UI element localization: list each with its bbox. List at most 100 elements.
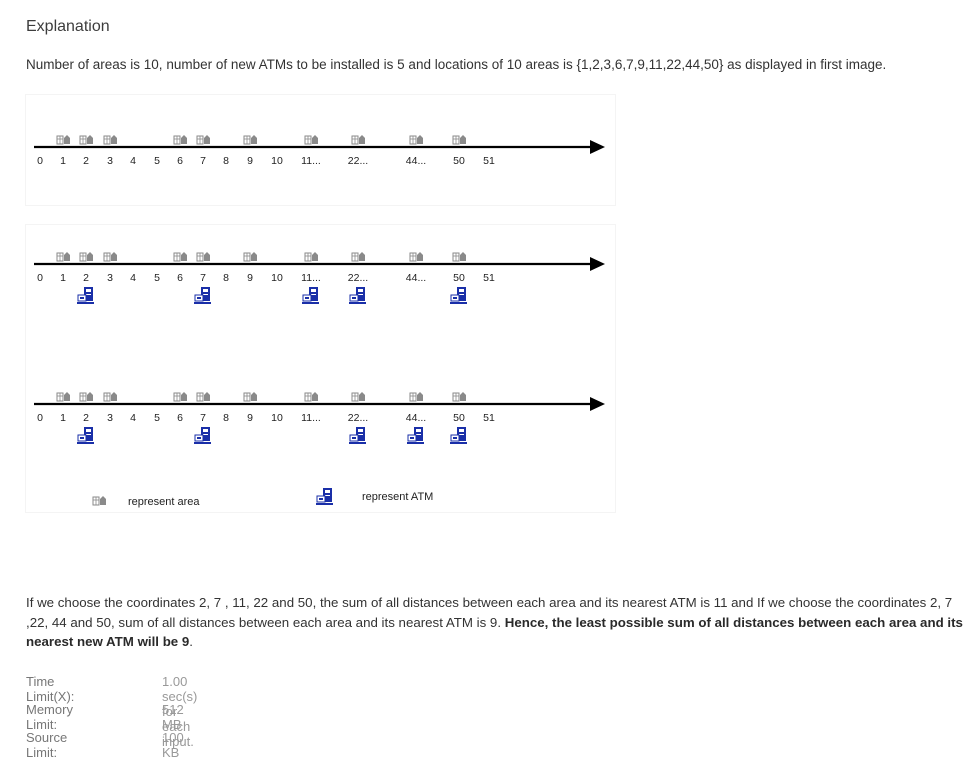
tick-label: 3	[107, 155, 113, 167]
time-limit-value: 1.00 sec(s) for each input.	[162, 674, 198, 749]
tick-label: 5	[154, 272, 160, 284]
atm-icon	[76, 426, 95, 445]
tick-label: 22...	[348, 272, 368, 284]
arrow-head-icon	[590, 140, 605, 154]
tick-label: 8	[223, 155, 229, 167]
tick-label: 0	[37, 412, 43, 424]
tick-label: 22...	[348, 412, 368, 424]
tick-label: 0	[37, 272, 43, 284]
tick-label: 44...	[406, 412, 426, 424]
building-icon	[92, 495, 107, 506]
explanation-paragraph: If we choose the coordinates 2, 7 , 11, …	[26, 593, 971, 652]
tick-label: 5	[154, 155, 160, 167]
tick-label: 10	[271, 155, 283, 167]
tick-label: 8	[223, 412, 229, 424]
tick-label: 1	[60, 155, 66, 167]
section-heading: Explanation	[26, 18, 110, 35]
tick-label: 3	[107, 412, 113, 424]
tick-label: 11...	[301, 272, 321, 284]
tick-label: 10	[271, 272, 283, 284]
tick-label: 1	[60, 272, 66, 284]
legend-area-label: represent area	[128, 496, 200, 508]
memory-limit-label: Memory Limit:	[26, 702, 73, 732]
building-icon	[56, 134, 71, 145]
tick-label: 8	[223, 272, 229, 284]
building-icon	[173, 391, 188, 402]
source-limit-label: Source Limit:	[26, 730, 68, 760]
figure-number-lines-atms	[26, 225, 615, 512]
building-icon	[351, 391, 366, 402]
tick-label: 7	[200, 155, 206, 167]
atm-icon	[193, 426, 212, 445]
building-icon	[351, 251, 366, 262]
atm-icon	[193, 286, 212, 305]
atm-icon	[348, 286, 367, 305]
building-icon	[173, 134, 188, 145]
building-icon	[351, 134, 366, 145]
building-icon	[304, 251, 319, 262]
intro-text: Number of areas is 10, number of new ATM…	[26, 57, 887, 72]
building-icon	[196, 134, 211, 145]
tick-label: 50	[453, 155, 465, 167]
atm-icon	[348, 426, 367, 445]
atm-icon	[406, 426, 425, 445]
building-icon	[243, 391, 258, 402]
atm-icon	[449, 286, 468, 305]
building-icon	[196, 251, 211, 262]
tick-label: 1	[60, 412, 66, 424]
building-icon	[56, 391, 71, 402]
tick-label: 9	[247, 412, 253, 424]
tick-label: 3	[107, 272, 113, 284]
building-icon	[79, 134, 94, 145]
building-icon	[56, 251, 71, 262]
memory-limit-value: 512 MB	[162, 702, 184, 732]
building-icon	[243, 251, 258, 262]
tick-label: 5	[154, 412, 160, 424]
atm-icon	[76, 286, 95, 305]
atm-icon	[449, 426, 468, 445]
tick-label: 4	[130, 272, 136, 284]
tick-label: 4	[130, 412, 136, 424]
tick-label: 9	[247, 272, 253, 284]
tick-label: 0	[37, 155, 43, 167]
arrow-head-icon	[590, 257, 605, 271]
tick-label: 22...	[348, 155, 368, 167]
tick-label: 50	[453, 272, 465, 284]
building-icon	[409, 391, 424, 402]
paragraph-end: .	[189, 634, 193, 649]
tick-label: 10	[271, 412, 283, 424]
tick-label: 2	[83, 155, 89, 167]
building-icon	[452, 391, 467, 402]
building-icon	[452, 251, 467, 262]
time-limit-label: Time Limit(X):	[26, 674, 75, 704]
paragraph-conclusion: Hence, the least possible sum of all dis…	[26, 614, 963, 650]
building-icon	[173, 251, 188, 262]
tick-label: 11...	[301, 412, 321, 424]
tick-label: 11...	[301, 155, 321, 167]
building-icon	[79, 391, 94, 402]
building-icon	[196, 391, 211, 402]
paragraph-text: If we choose the coordinates 2, 7 , 11, …	[26, 595, 953, 630]
tick-label: 51	[483, 272, 495, 284]
arrow-head-icon	[590, 397, 605, 411]
building-icon	[304, 391, 319, 402]
figure-number-line-areas	[26, 95, 615, 205]
building-icon	[452, 134, 467, 145]
building-icon	[243, 134, 258, 145]
tick-label: 50	[453, 412, 465, 424]
building-icon	[409, 251, 424, 262]
legend-atm-label: represent ATM	[362, 491, 433, 503]
tick-label: 7	[200, 272, 206, 284]
source-limit-value: 100 KB	[162, 730, 184, 760]
building-icon	[103, 391, 118, 402]
atm-icon	[301, 286, 320, 305]
tick-label: 2	[83, 272, 89, 284]
atm-icon	[315, 487, 334, 506]
building-icon	[103, 251, 118, 262]
tick-label: 44...	[406, 155, 426, 167]
tick-label: 6	[177, 155, 183, 167]
tick-label: 6	[177, 272, 183, 284]
tick-label: 2	[83, 412, 89, 424]
building-icon	[304, 134, 319, 145]
tick-label: 44...	[406, 272, 426, 284]
